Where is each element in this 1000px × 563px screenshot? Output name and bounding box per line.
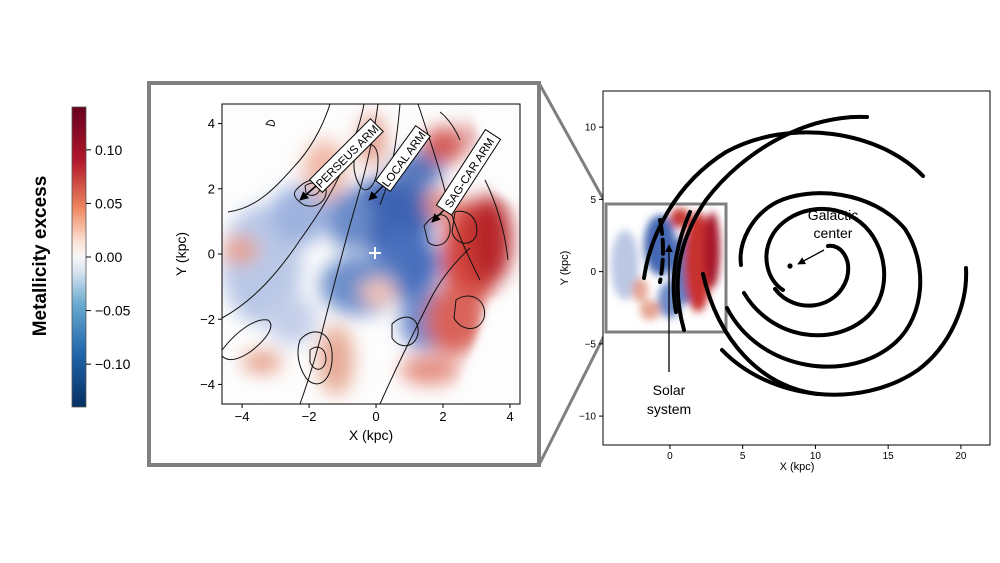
colorbar-tick-label: 0.05 [95,195,122,211]
x-tick-label: 4 [506,409,513,424]
colorbar-label: Metallicity excess [30,176,51,337]
origin-marker [369,247,381,259]
galactic-center-line-2: center [814,225,853,241]
y-tick-label: 0 [590,267,596,278]
y-tick-label: −2 [200,312,215,327]
y-tick-label: −4 [200,377,215,392]
x-tick-label: −4 [235,409,250,424]
zoom-y-axis-label: Y (kpc) [173,232,189,276]
galactic-center-dot [787,263,793,269]
y-tick-label: −10 [579,412,596,423]
x-tick-label: 10 [810,451,822,462]
x-tick-label: 5 [740,451,746,462]
colorbar-tick-label: −0.10 [95,356,131,372]
colorbar-ticks: 0.10 0.05 0.00 −0.05 −0.10 [86,142,131,372]
spiral-arms [642,114,969,397]
galactic-center-line-1: Galactic [808,207,859,223]
y-tick-label: 0 [208,247,215,262]
zoom-heatmap [222,104,520,404]
x-tick-label: 0 [372,409,379,424]
solar-system-line-1: Solar [653,382,686,398]
x-tick-label: 2 [439,409,446,424]
mini-heatmap-frame [604,202,728,334]
galaxy-x-axis-label: X (kpc) [780,461,815,473]
y-tick-label: 4 [208,116,215,131]
x-tick-label: 0 [667,451,673,462]
solar-system-line-2: system [647,401,691,417]
x-tick-label: 15 [883,451,895,462]
x-tick-label: −2 [302,409,317,424]
colorbar: 0.10 0.05 0.00 −0.05 −0.10 Metallicity exces… [30,106,131,408]
colorbar-gradient [71,106,87,408]
galaxy-axis-ticks: 0 5 10 15 20 10 5 0 −5 −10 [579,123,967,462]
zoom-axis-ticks: −4 −2 0 2 4 4 2 0 −2 −4 [200,116,513,424]
connector-bottom [537,331,608,466]
colorbar-tick-label: 0.10 [95,142,122,158]
y-tick-label: 2 [208,181,215,196]
colorbar-tick-label: −0.05 [95,303,131,319]
mini-heatmap [606,204,726,332]
y-tick-label: 5 [590,195,596,206]
connector-top [537,82,608,205]
x-tick-label: 20 [955,451,967,462]
colorbar-tick-label: 0.00 [95,249,122,265]
zoom-x-axis-label: X (kpc) [349,427,393,443]
galaxy-y-axis-label: Y (kpc) [559,251,571,286]
solar-system-annotation: Solar system [647,244,691,417]
y-tick-label: −5 [585,339,597,350]
galactic-center-annotation: Galactic center [797,207,859,265]
y-tick-label: 10 [585,123,597,134]
